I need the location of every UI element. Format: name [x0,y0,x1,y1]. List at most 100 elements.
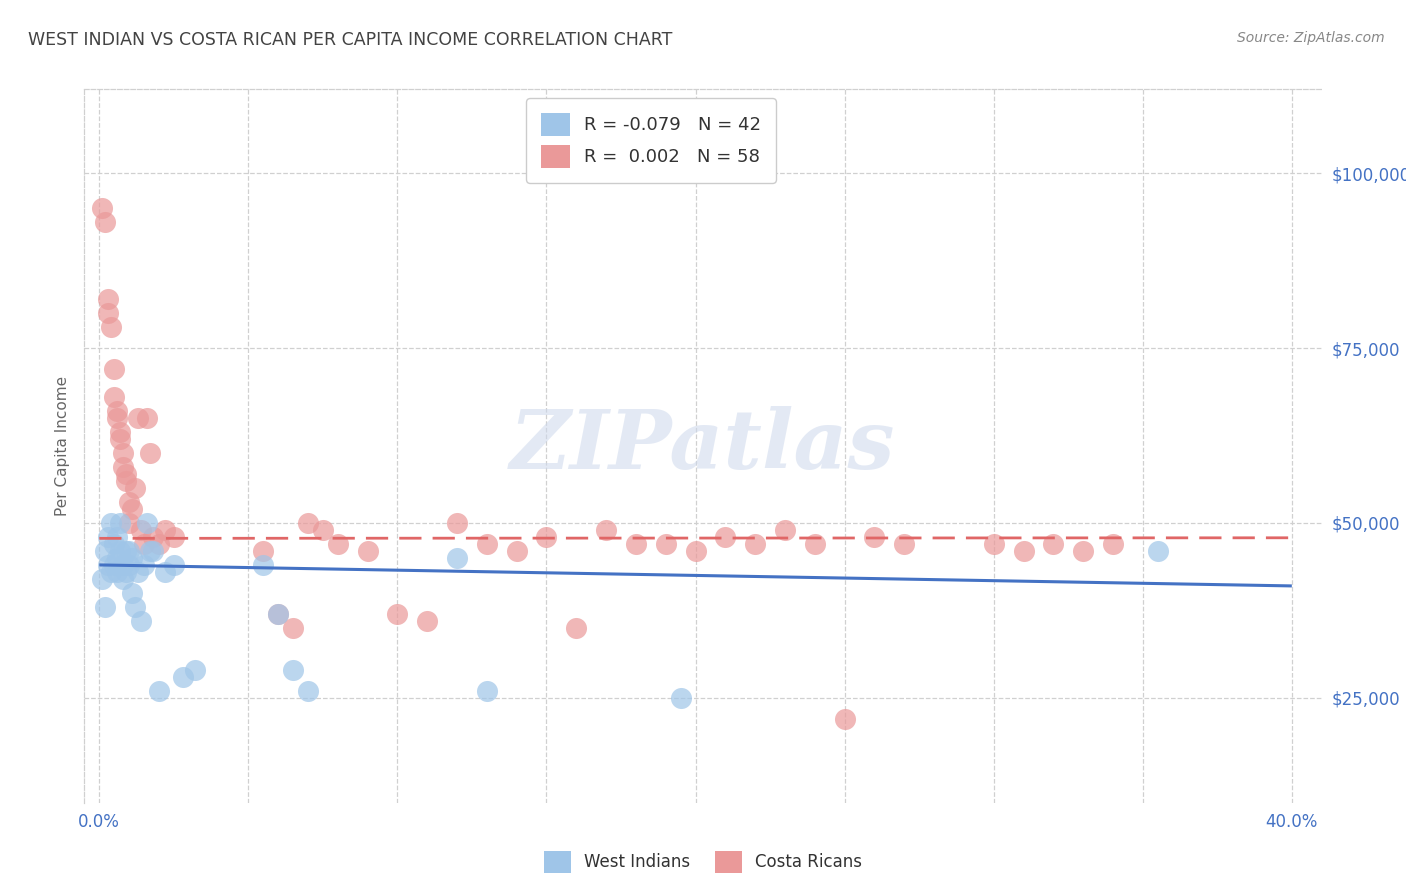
Point [183,663,205,677]
Point [281,663,304,677]
Point [139,544,162,558]
Text: WEST INDIAN VS COSTA RICAN PER CAPITA INCOME CORRELATION CHART: WEST INDIAN VS COSTA RICAN PER CAPITA IN… [28,31,672,49]
Point [446,550,468,565]
Point [297,516,319,530]
Point [139,446,162,460]
Point [97,306,120,320]
Point [97,292,120,306]
Text: Source: ZipAtlas.com: Source: ZipAtlas.com [1237,31,1385,45]
Point [252,558,274,572]
Point [834,712,856,726]
Point [118,558,141,572]
Point [685,544,707,558]
Point [326,537,349,551]
Point [105,411,128,425]
Y-axis label: Per Capita Income: Per Capita Income [55,376,70,516]
Point [624,537,647,551]
Point [163,558,186,572]
Point [112,460,135,475]
Point [118,544,141,558]
Point [112,572,135,586]
Point [118,516,141,530]
Point [475,684,498,698]
Text: ZIPatlas: ZIPatlas [510,406,896,486]
Point [595,523,617,537]
Point [136,411,159,425]
Legend: West Indians, Costa Ricans: West Indians, Costa Ricans [537,845,869,880]
Point [105,550,128,565]
Point [132,537,155,551]
Point [148,537,170,551]
Point [97,558,120,572]
Point [654,537,676,551]
Point [105,530,128,544]
Point [142,544,165,558]
Point [94,599,117,614]
Point [94,544,117,558]
Point [148,684,170,698]
Point [252,544,274,558]
Point [105,565,128,579]
Point [100,516,122,530]
Point [281,621,304,635]
Point [103,537,125,551]
Point [893,537,915,551]
Point [108,432,131,446]
Point [121,550,143,565]
Point [124,599,146,614]
Point [115,467,138,481]
Point [112,558,135,572]
Point [387,607,409,621]
Point [446,516,468,530]
Point [97,530,120,544]
Point [121,502,143,516]
Point [108,516,131,530]
Point [100,320,122,334]
Point [127,411,149,425]
Point [804,537,827,551]
Point [103,390,125,404]
Point [112,446,135,460]
Point [163,530,186,544]
Point [108,425,131,439]
Point [1071,544,1094,558]
Point [1042,537,1064,551]
Point [103,362,125,376]
Point [94,215,117,229]
Point [105,404,128,418]
Point [773,523,796,537]
Point [416,614,439,628]
Point [103,558,125,572]
Point [115,544,138,558]
Point [153,523,176,537]
Point [108,544,131,558]
Point [744,537,766,551]
Point [312,523,335,537]
Point [132,558,155,572]
Point [153,565,176,579]
Point [115,565,138,579]
Point [505,544,527,558]
Point [129,614,152,628]
Point [1012,544,1035,558]
Point [136,516,159,530]
Point [863,530,886,544]
Point [356,544,378,558]
Legend: R = -0.079   N = 42, R =  0.002   N = 58: R = -0.079 N = 42, R = 0.002 N = 58 [526,98,776,183]
Point [297,684,319,698]
Point [172,670,194,684]
Point [1146,544,1168,558]
Point [142,530,165,544]
Point [127,565,149,579]
Point [124,481,146,495]
Point [983,537,1005,551]
Point [669,690,692,705]
Point [714,530,737,544]
Point [1102,537,1125,551]
Point [121,586,143,600]
Point [129,523,152,537]
Point [565,621,588,635]
Point [267,607,290,621]
Point [100,565,122,579]
Point [267,607,290,621]
